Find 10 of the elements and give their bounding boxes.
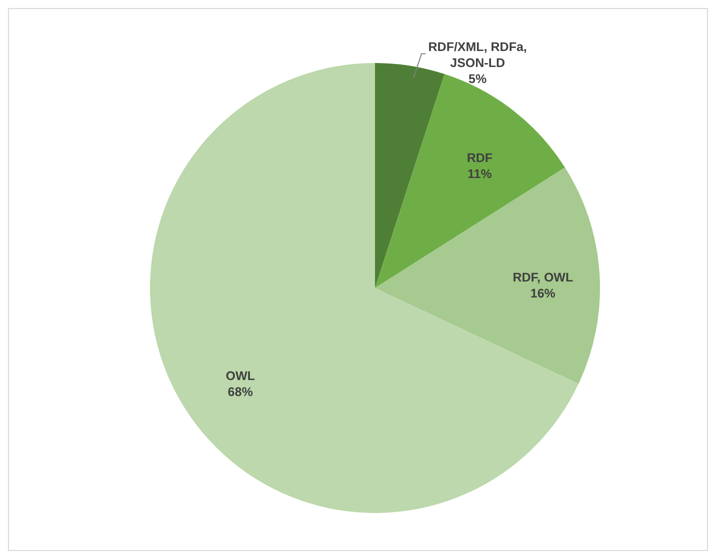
data-label: 11% — [468, 167, 492, 182]
slice-label: RDF/XML, RDFa, JSON-LD — [428, 40, 527, 70]
slice-label: OWL — [226, 369, 256, 384]
data-label: 5% — [468, 72, 487, 86]
pie-slice — [375, 167, 600, 384]
slice-label: RDF — [466, 151, 493, 166]
slice-label: RDF, OWL — [512, 270, 574, 285]
data-label: 16% — [530, 286, 556, 301]
pie-slice — [375, 63, 445, 288]
data-label: 68% — [228, 385, 253, 400]
